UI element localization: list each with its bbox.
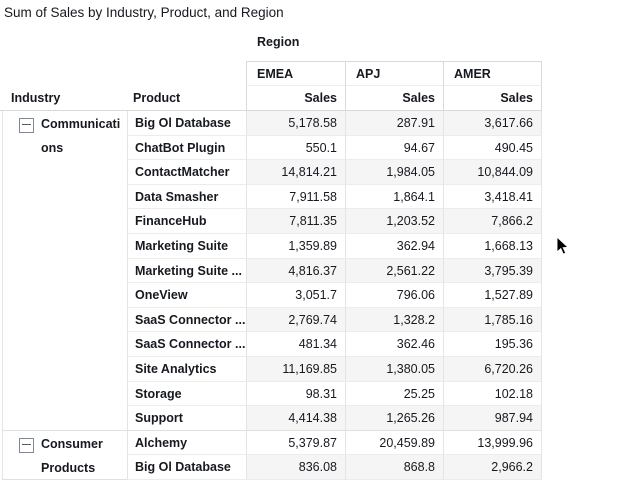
mouse-cursor	[556, 236, 570, 255]
pivot-value-cell[interactable]: 13,999.96	[443, 430, 542, 456]
pivot-product-cell[interactable]: Alchemy	[127, 430, 246, 456]
measure-header-sales[interactable]: Sales	[246, 86, 345, 110]
row-header-industry: Industry	[11, 91, 61, 105]
pivot-product-cell[interactable]: Big Ol Database	[127, 111, 246, 136]
pivot-value-cell[interactable]: 1,359.89	[246, 233, 345, 259]
pivot-value-cell[interactable]: 1,864.1	[345, 184, 443, 210]
pivot-product-cell[interactable]: OneView	[127, 283, 246, 308]
pivot-value-cell[interactable]: 481.34	[246, 332, 345, 357]
column-header-emea[interactable]: EMEA	[246, 61, 345, 86]
row-header-product: Product	[133, 91, 181, 105]
measure-header-sales[interactable]: Sales	[443, 86, 542, 110]
pivot-value-cell[interactable]: 2,769.74	[246, 307, 345, 333]
pivot-value-cell[interactable]: 7,811.35	[246, 209, 345, 234]
pivot-value-cell[interactable]: 5,178.58	[246, 111, 345, 136]
pivot-product-cell[interactable]: Site Analytics	[127, 356, 246, 382]
pivot-value-cell[interactable]: 195.36	[443, 332, 542, 357]
pivot-value-cell[interactable]: 3,051.7	[246, 283, 345, 308]
pivot-product-cell[interactable]: Support	[127, 406, 246, 431]
pivot-value-cell[interactable]: 550.1	[246, 135, 345, 161]
pivot-value-cell[interactable]: 796.06	[345, 283, 443, 308]
pivot-value-cell[interactable]: 2,561.22	[345, 258, 443, 284]
pivot-value-cell[interactable]: 3,418.41	[443, 184, 542, 210]
minus-box-icon[interactable]	[19, 118, 34, 133]
column-headers: EMEA APJ AMER Sales Sales Sales	[246, 61, 542, 110]
pivot-value-cell[interactable]: 1,984.05	[345, 160, 443, 185]
pivot-product-cell[interactable]: Storage	[127, 381, 246, 407]
pivot-product-cell[interactable]: ContactMatcher	[127, 160, 246, 185]
pivot-product-cell[interactable]: Marketing Suite ...	[127, 258, 246, 284]
pivot-value-cell[interactable]: 362.46	[345, 332, 443, 357]
pivot-value-cell[interactable]: 94.67	[345, 135, 443, 161]
pivot-product-cell[interactable]: SaaS Connector ...	[127, 307, 246, 333]
pivot-value-cell[interactable]: 1,668.13	[443, 233, 542, 259]
pivot-value-cell[interactable]: 3,617.66	[443, 111, 542, 136]
pivot-value-cell[interactable]: 11,169.85	[246, 356, 345, 382]
industry-group-label: Communications	[41, 117, 121, 155]
pivot-product-cell[interactable]: SaaS Connector ...	[127, 332, 246, 357]
visual-title: Sum of Sales by Industry, Product, and R…	[4, 5, 284, 20]
pivot-value-cell[interactable]: 490.45	[443, 135, 542, 161]
pivot-value-cell[interactable]: 4,414.38	[246, 406, 345, 431]
column-header-apj[interactable]: APJ	[345, 61, 443, 86]
pivot-value-cell[interactable]: 10,844.09	[443, 160, 542, 185]
pivot-value-cell[interactable]: 98.31	[246, 381, 345, 407]
pivot-value-cell[interactable]: 1,265.26	[345, 406, 443, 431]
pivot-value-cell[interactable]: 7,911.58	[246, 184, 345, 210]
pivot-value-cell[interactable]: 7,866.2	[443, 209, 542, 234]
pivot-value-cell[interactable]: 836.08	[246, 455, 345, 480]
industry-group-cell[interactable]: Consumer Products	[2, 430, 127, 480]
pivot-value-cell[interactable]: 14,814.21	[246, 160, 345, 185]
industry-group-cell[interactable]: Communications	[2, 111, 127, 431]
industry-group-label: Consumer Products	[41, 436, 103, 475]
pivot-value-cell[interactable]: 20,459.89	[345, 430, 443, 456]
minus-box-icon[interactable]	[19, 437, 34, 453]
pivot-value-cell[interactable]: 1,380.05	[345, 356, 443, 382]
pivot-value-cell[interactable]: 287.91	[345, 111, 443, 136]
pivot-value-cell[interactable]: 2,966.2	[443, 455, 542, 480]
pivot-product-cell[interactable]: FinanceHub	[127, 209, 246, 234]
pivot-value-cell[interactable]: 1,203.52	[345, 209, 443, 234]
column-header-amer[interactable]: AMER	[443, 61, 542, 86]
pivot-product-cell[interactable]: Data Smasher	[127, 184, 246, 210]
pivot-value-cell[interactable]: 5,379.87	[246, 430, 345, 456]
measure-header-sales[interactable]: Sales	[345, 86, 443, 110]
pivot-value-cell[interactable]: 1,527.89	[443, 283, 542, 308]
pivot-value-cell[interactable]: 1,328.2	[345, 307, 443, 333]
pivot-value-cell[interactable]: 4,816.37	[246, 258, 345, 284]
pivot-value-cell[interactable]: 6,720.26	[443, 356, 542, 382]
pivot-value-cell[interactable]: 868.8	[345, 455, 443, 480]
pivot-value-cell[interactable]: 987.94	[443, 406, 542, 431]
pivot-grid: Communications Big Ol Database 5,178.58 287…	[2, 111, 542, 480]
pivot-product-cell[interactable]: Marketing Suite	[127, 233, 246, 259]
pivot-product-cell[interactable]: ChatBot Plugin	[127, 135, 246, 161]
pivot-value-cell[interactable]: 102.18	[443, 381, 542, 407]
column-dimension-label: Region	[257, 35, 300, 49]
pivot-product-cell[interactable]: Big Ol Database	[127, 455, 246, 480]
pivot-value-cell[interactable]: 3,795.39	[443, 258, 542, 284]
pivot-value-cell[interactable]: 25.25	[345, 381, 443, 407]
pivot-value-cell[interactable]: 1,785.16	[443, 307, 542, 333]
pivot-value-cell[interactable]: 362.94	[345, 233, 443, 259]
header-divider	[0, 110, 542, 111]
